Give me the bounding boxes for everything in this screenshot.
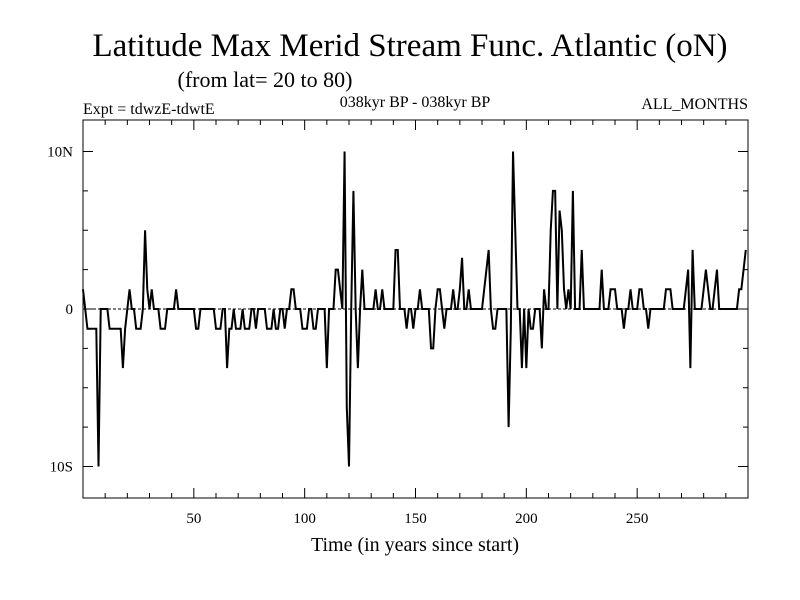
x-tick-label-100: 100	[293, 511, 316, 527]
x-tick-label-150: 150	[404, 511, 427, 527]
x-axis-label: Time (in years since start)	[311, 534, 519, 556]
series-line	[82, 151, 747, 467]
chart-subtitle: (from lat= 20 to 80)	[178, 67, 353, 92]
x-axis-ticks: 50 100 150 200 250	[104, 120, 727, 527]
y-tick-label-10N: 10N	[47, 145, 73, 161]
y-tick-label-10S: 10S	[50, 460, 73, 476]
months-label: ALL_MONTHS	[641, 96, 748, 113]
period-label: 038kyr BP - 038kyr BP	[340, 94, 491, 111]
y-axis-ticks: 10N 0 10S	[47, 145, 748, 476]
x-tick-label-250: 250	[626, 511, 649, 527]
plot-frame	[82, 119, 749, 499]
x-tick-label-200: 200	[515, 511, 538, 527]
chart-title: Latitude Max Merid Stream Func. Atlantic…	[92, 28, 727, 64]
experiment-label: Expt = tdwzE-tdwtE	[83, 101, 215, 118]
y-tick-label-0: 0	[66, 302, 74, 318]
x-tick-label-50: 50	[186, 511, 201, 527]
